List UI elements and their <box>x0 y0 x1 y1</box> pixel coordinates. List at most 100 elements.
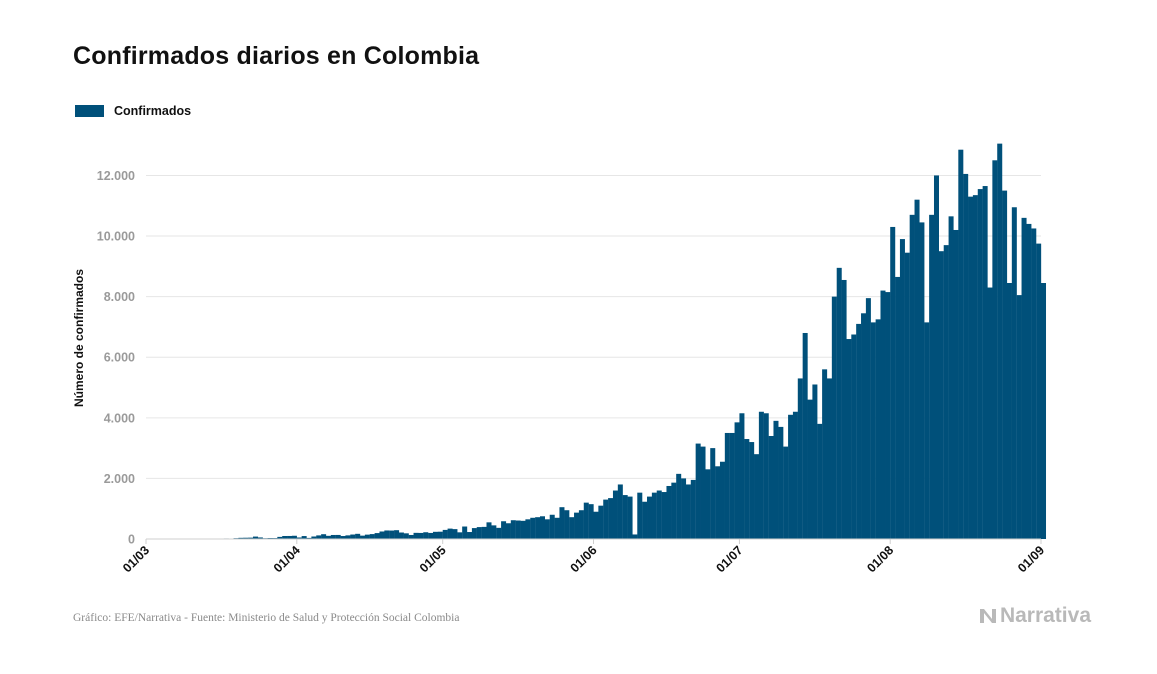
bar <box>486 522 492 539</box>
bar <box>360 535 366 539</box>
bar <box>1006 283 1012 539</box>
bar <box>647 496 653 539</box>
x-tick-label: 01/07 <box>714 543 746 575</box>
bar <box>525 519 531 539</box>
bar <box>856 323 862 539</box>
legend-swatch <box>75 105 104 117</box>
bar <box>462 526 468 539</box>
brand-name: Narrativa <box>999 604 1091 627</box>
bar <box>822 369 828 539</box>
bar <box>792 411 798 539</box>
chart-title: Confirmados diarios en Colombia <box>73 42 480 70</box>
bar <box>603 499 609 539</box>
bar <box>773 420 779 539</box>
bar <box>520 520 526 539</box>
bar <box>243 537 249 539</box>
legend-label: Confirmados <box>114 104 192 118</box>
bar <box>992 160 998 540</box>
bar <box>496 527 502 539</box>
bar <box>379 531 385 539</box>
bar <box>695 443 701 539</box>
bar <box>564 510 570 539</box>
bar <box>763 413 769 539</box>
narrativa-logo-icon <box>979 609 996 623</box>
bar <box>515 520 521 539</box>
bar <box>238 537 244 539</box>
bar <box>710 448 716 539</box>
bar <box>666 485 672 539</box>
bar <box>1011 207 1017 539</box>
bar <box>982 186 988 540</box>
bar <box>1036 243 1042 540</box>
bar <box>311 536 317 539</box>
bar <box>291 535 297 539</box>
bar <box>836 267 842 539</box>
bar <box>535 517 541 539</box>
bar <box>632 534 638 539</box>
bar <box>734 422 740 539</box>
bar <box>467 532 473 539</box>
y-tick-label: 6.000 <box>104 351 135 365</box>
bar <box>335 534 341 539</box>
x-tick-label: 01/04 <box>271 543 303 575</box>
bar <box>350 534 356 539</box>
bar <box>306 537 312 539</box>
bar <box>817 423 823 539</box>
bar <box>841 279 847 539</box>
bar <box>608 498 614 539</box>
bar <box>1031 228 1037 539</box>
bar <box>812 384 818 539</box>
bar <box>1041 283 1047 539</box>
bar <box>681 478 687 539</box>
bar <box>330 534 336 539</box>
bar <box>530 517 536 539</box>
bar <box>1026 223 1032 540</box>
bar <box>797 378 803 539</box>
bars <box>170 143 1047 540</box>
bar <box>929 214 935 539</box>
y-axis-label: Número de confirmados <box>72 268 86 408</box>
bar <box>569 517 575 539</box>
bar <box>739 413 745 539</box>
bar <box>588 504 594 539</box>
bar <box>325 535 331 539</box>
bar <box>719 461 725 539</box>
bar <box>826 378 832 539</box>
bar <box>783 446 789 539</box>
bar <box>875 319 881 539</box>
bar <box>987 287 993 539</box>
bar <box>895 276 901 539</box>
bar <box>277 536 283 539</box>
bar <box>282 536 288 539</box>
bar <box>685 484 691 539</box>
source-note: Gráfico: EFE/Narrativa - Fuente: Ministe… <box>73 612 460 624</box>
bar <box>846 339 852 539</box>
bar <box>447 528 453 539</box>
bar <box>413 532 419 539</box>
x-tick-label: 01/08 <box>864 543 896 575</box>
bar <box>656 490 662 539</box>
bar <box>637 492 643 539</box>
bar <box>296 537 302 539</box>
bar <box>671 482 677 539</box>
bar <box>253 536 259 539</box>
bar <box>938 251 944 539</box>
x-tick-label: 01/09 <box>1015 543 1047 575</box>
bar <box>802 332 808 539</box>
bar <box>510 520 516 539</box>
bar <box>578 510 584 539</box>
bar <box>622 495 628 539</box>
bar <box>257 537 263 539</box>
bar <box>904 252 910 539</box>
bar <box>301 536 307 539</box>
bar <box>831 296 837 539</box>
x-axis-ticks: 01/03 01/04 01/05 01/06 01/07 01/08 01/09 <box>120 539 1047 575</box>
bar <box>355 533 361 539</box>
y-axis-ticks: 0 2.000 4.000 6.000 8.000 10.000 12.000 <box>97 169 135 547</box>
bar <box>758 411 764 539</box>
bar <box>457 532 463 539</box>
bar <box>899 239 905 539</box>
bar <box>948 216 954 539</box>
bar <box>642 501 648 539</box>
bar <box>248 537 254 539</box>
